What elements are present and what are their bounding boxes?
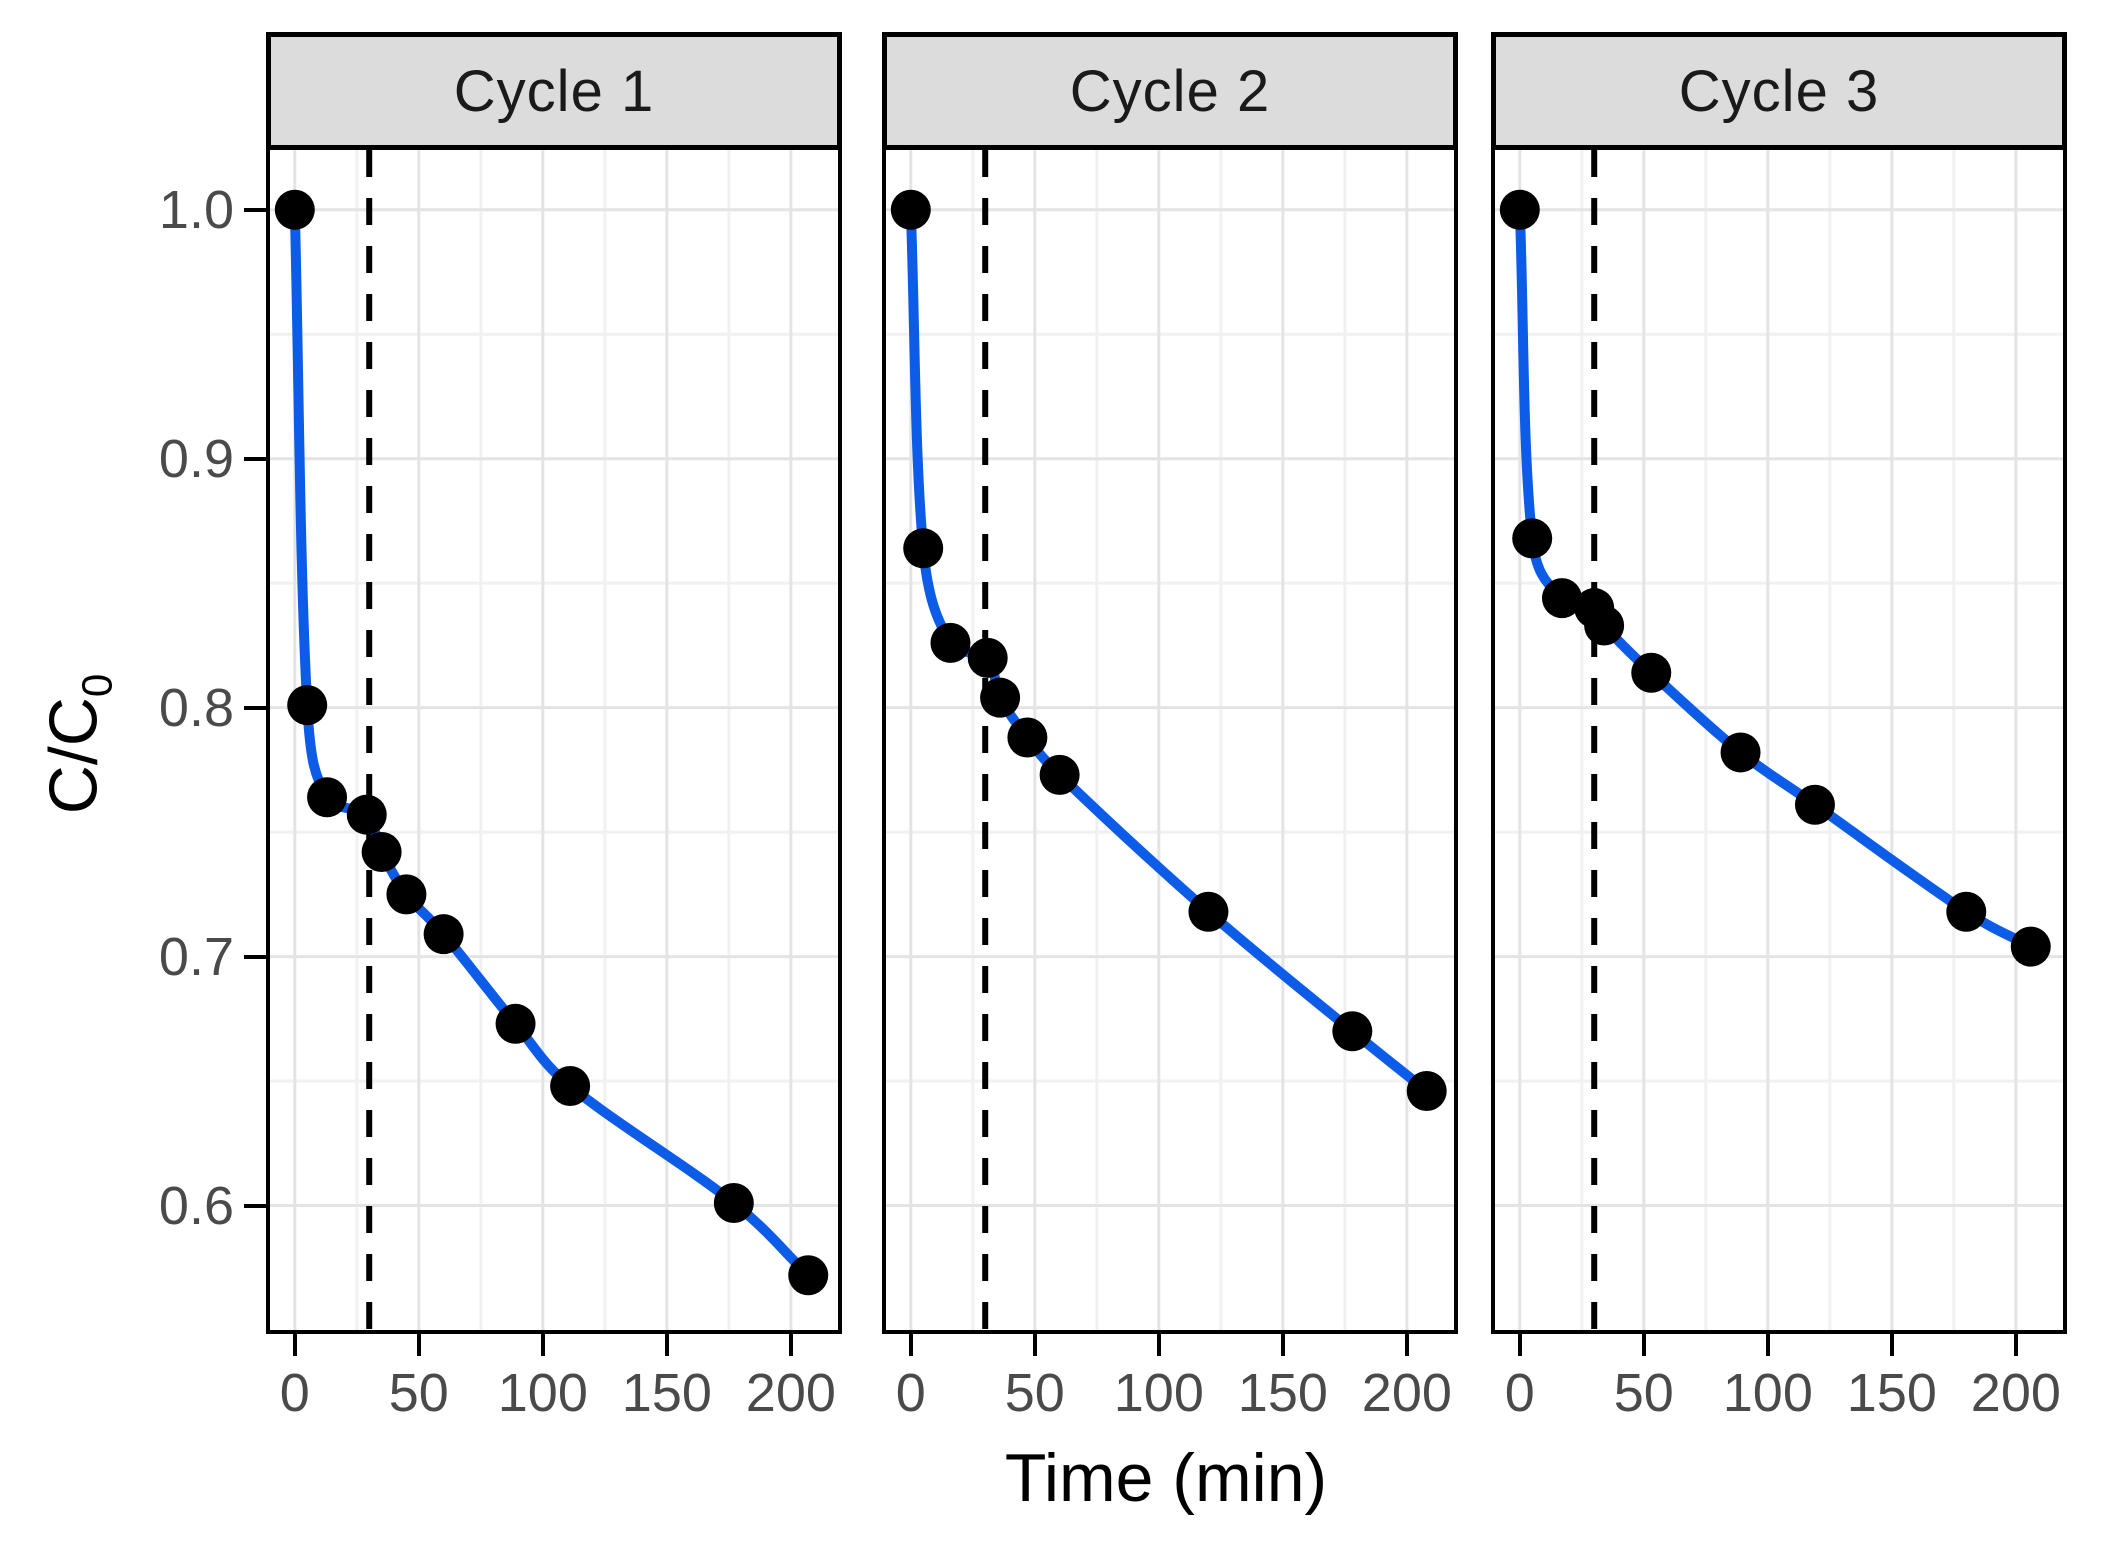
data-point	[1499, 189, 1540, 230]
data-point	[1631, 652, 1672, 693]
data-point	[980, 677, 1021, 718]
x-tick-label: 150	[621, 1363, 712, 1423]
data-point	[1541, 578, 1582, 619]
data-point	[903, 528, 944, 569]
data-point	[1946, 891, 1987, 932]
y-axis: 1.0 0.9 0.8 0.7 0.6	[0, 146, 266, 1334]
y-tick-label: 0.8	[158, 677, 234, 738]
data-point	[713, 1183, 754, 1224]
x-tick-label: 50	[1613, 1363, 1674, 1423]
data-point	[930, 622, 971, 663]
x-tick-label: 200	[745, 1363, 836, 1423]
x-tick-mark	[1280, 1334, 1285, 1356]
x-tick-mark	[540, 1334, 545, 1356]
y-tick-label: 0.9	[158, 428, 234, 489]
data-point	[1406, 1071, 1447, 1112]
y-tick-label: 0.6	[158, 1175, 234, 1236]
data-point	[1720, 732, 1761, 773]
data-point	[1007, 717, 1048, 758]
data-point	[2010, 926, 2051, 967]
data-point	[1512, 518, 1553, 559]
x-tick-label: 0	[895, 1363, 926, 1423]
x-tick-mark	[1156, 1334, 1161, 1356]
plot-panel	[882, 146, 1458, 1334]
data-point	[967, 637, 1008, 678]
data-point	[361, 832, 402, 873]
x-tick-label: 100	[497, 1363, 588, 1423]
data-point	[307, 777, 348, 818]
facet-strip: Cycle 2	[882, 32, 1458, 150]
panel-background	[1495, 150, 2063, 1330]
y-tick-mark	[244, 207, 266, 212]
facet-cycle-1: Cycle 1 0 50 100 150 200	[266, 32, 842, 1423]
facet-strip: Cycle 3	[1491, 32, 2067, 150]
data-point	[1584, 605, 1625, 646]
x-tick-label: 0	[279, 1363, 310, 1423]
plot-svg	[270, 150, 838, 1330]
data-point	[550, 1066, 591, 1107]
data-point	[1794, 784, 1835, 825]
x-tick-mark	[292, 1334, 297, 1356]
y-tick-mark	[244, 456, 266, 461]
y-tick-label: 1.0	[158, 179, 234, 240]
x-tick-mark	[416, 1334, 421, 1356]
x-tick-mark	[908, 1334, 913, 1356]
x-tick-label: 50	[388, 1363, 449, 1423]
y-tick-mark	[244, 954, 266, 959]
y-tick-label: 0.7	[158, 926, 234, 987]
facet-cycle-3: Cycle 3 0 50 100 150 200	[1491, 32, 2067, 1423]
data-point	[346, 794, 387, 835]
x-tick-mark	[1889, 1334, 1894, 1356]
x-tick-mark	[1032, 1334, 1037, 1356]
plot-panel	[1491, 146, 2067, 1334]
x-tick-mark	[1517, 1334, 1522, 1356]
facet-strip-label: Cycle 2	[1069, 58, 1271, 124]
x-tick-label: 200	[1361, 1363, 1452, 1423]
plot-panel	[266, 146, 842, 1334]
facet-strip-label: Cycle 1	[453, 58, 655, 124]
y-tick-mark	[244, 1203, 266, 1208]
x-tick-mark	[1404, 1334, 1409, 1356]
x-tick-label: 0	[1504, 1363, 1535, 1423]
data-point	[788, 1255, 829, 1296]
x-tick-mark	[2013, 1334, 2018, 1356]
x-tick-label: 150	[1846, 1363, 1937, 1423]
data-point	[386, 874, 427, 915]
x-tick-label: 150	[1237, 1363, 1328, 1423]
plot-svg	[886, 150, 1454, 1330]
data-point	[1188, 891, 1229, 932]
data-point	[890, 189, 931, 230]
facet-cycle-2: Cycle 2 0 50 100 150 200	[882, 32, 1458, 1423]
x-tick-label: 100	[1113, 1363, 1204, 1423]
x-tick-label: 50	[1004, 1363, 1065, 1423]
data-point	[287, 685, 328, 726]
facet-strip-label: Cycle 3	[1678, 58, 1880, 124]
y-tick-mark	[244, 705, 266, 710]
x-tick-label: 200	[1970, 1363, 2061, 1423]
data-point	[1332, 1011, 1373, 1052]
x-axis-title: Time (min)	[1004, 1440, 1328, 1516]
data-point	[423, 914, 464, 955]
x-tick-mark	[1765, 1334, 1770, 1356]
panel-background	[886, 150, 1454, 1330]
data-point	[495, 1003, 536, 1044]
plot-svg	[1495, 150, 2063, 1330]
x-tick-mark	[788, 1334, 793, 1356]
data-point	[1039, 754, 1080, 795]
panel-background	[270, 150, 838, 1330]
x-tick-label: 100	[1722, 1363, 1813, 1423]
facet-strip: Cycle 1	[266, 32, 842, 150]
data-point	[274, 189, 315, 230]
x-tick-mark	[664, 1334, 669, 1356]
x-tick-mark	[1641, 1334, 1646, 1356]
